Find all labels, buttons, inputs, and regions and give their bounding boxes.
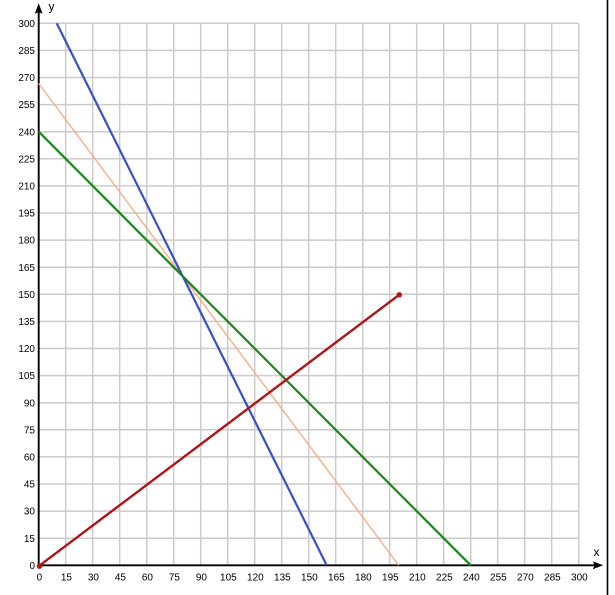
svg-text:90: 90 <box>196 573 208 584</box>
svg-text:195: 195 <box>382 573 399 584</box>
svg-text:105: 105 <box>18 371 35 382</box>
svg-text:225: 225 <box>436 573 453 584</box>
svg-text:210: 210 <box>409 573 426 584</box>
svg-text:270: 270 <box>18 73 35 84</box>
svg-text:255: 255 <box>18 100 35 111</box>
svg-text:30: 30 <box>88 573 100 584</box>
svg-text:y: y <box>49 0 55 14</box>
svg-text:285: 285 <box>544 573 561 584</box>
svg-text:120: 120 <box>247 573 264 584</box>
svg-text:60: 60 <box>142 573 154 584</box>
svg-text:15: 15 <box>61 573 73 584</box>
svg-text:45: 45 <box>24 480 36 491</box>
svg-text:240: 240 <box>463 573 480 584</box>
svg-text:150: 150 <box>18 290 35 301</box>
svg-text:60: 60 <box>24 453 36 464</box>
svg-text:0: 0 <box>29 561 35 572</box>
svg-text:165: 165 <box>328 573 345 584</box>
svg-text:105: 105 <box>220 573 237 584</box>
svg-text:150: 150 <box>301 573 318 584</box>
svg-text:120: 120 <box>18 344 35 355</box>
svg-text:135: 135 <box>274 573 291 584</box>
svg-text:45: 45 <box>115 573 127 584</box>
svg-text:135: 135 <box>18 317 35 328</box>
svg-text:285: 285 <box>18 46 35 57</box>
svg-text:75: 75 <box>169 573 181 584</box>
svg-text:255: 255 <box>490 573 507 584</box>
svg-text:30: 30 <box>24 507 36 518</box>
svg-text:270: 270 <box>517 573 534 584</box>
svg-text:15: 15 <box>24 534 36 545</box>
svg-text:180: 180 <box>18 236 35 247</box>
svg-text:195: 195 <box>18 209 35 220</box>
svg-text:x: x <box>594 545 600 559</box>
svg-text:300: 300 <box>571 573 588 584</box>
svg-text:225: 225 <box>18 154 35 165</box>
svg-text:210: 210 <box>18 182 35 193</box>
svg-text:90: 90 <box>24 398 36 409</box>
svg-text:240: 240 <box>18 127 35 138</box>
svg-text:165: 165 <box>18 263 35 274</box>
svg-text:75: 75 <box>24 425 36 436</box>
svg-text:180: 180 <box>355 573 372 584</box>
svg-text:0: 0 <box>37 573 43 584</box>
svg-text:300: 300 <box>18 19 35 30</box>
